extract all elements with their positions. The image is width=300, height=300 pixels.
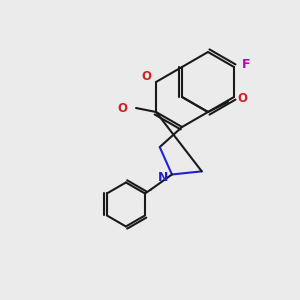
Text: O: O bbox=[141, 70, 151, 83]
Text: N: N bbox=[158, 171, 168, 184]
Text: O: O bbox=[237, 92, 247, 106]
Text: F: F bbox=[242, 58, 250, 70]
Text: O: O bbox=[117, 101, 127, 115]
